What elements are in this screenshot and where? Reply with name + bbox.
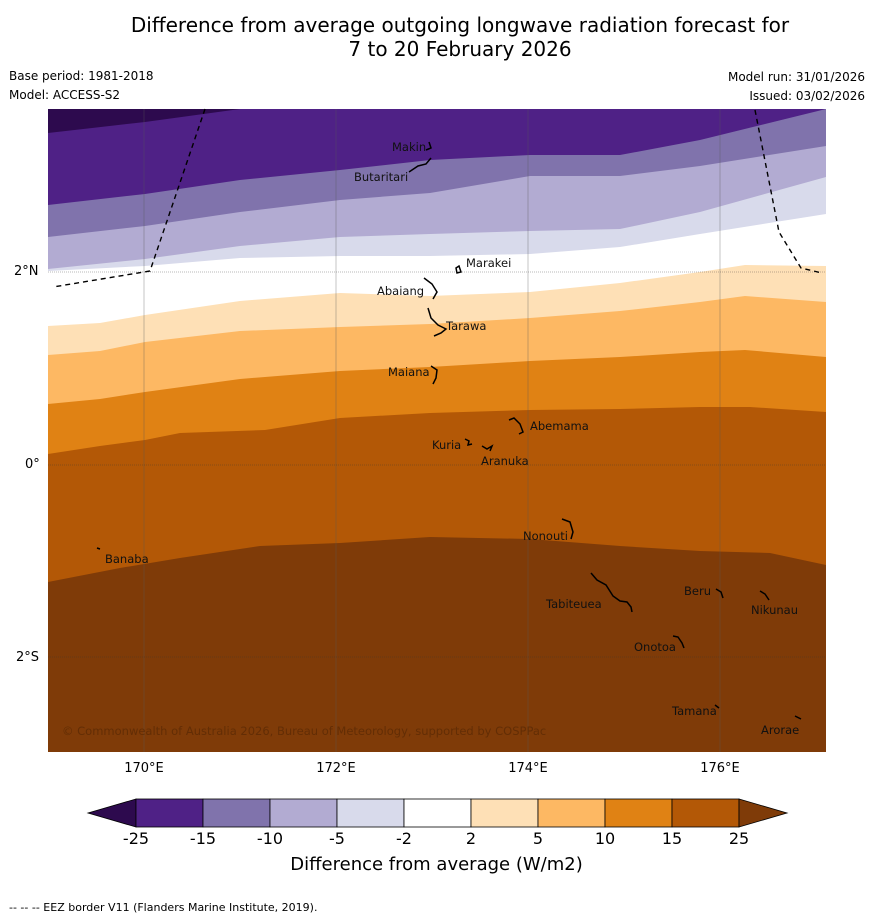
place-labels: Makin Butaritari Marakei Abaiang Tarawa … — [105, 140, 799, 737]
place-label: Tabiteuea — [545, 597, 602, 611]
place-label: Banaba — [105, 552, 149, 566]
model-label: Model: ACCESS-S2 — [9, 88, 121, 102]
model-run-label: Model run: 31/01/2026 — [727, 70, 865, 84]
copyright-text: © Commonwealth of Australia 2026, Bureau… — [62, 724, 546, 738]
lat-label-equator: 0° — [25, 457, 40, 472]
colorbar-segment — [202, 798, 271, 828]
colorbar-tick: -2 — [396, 829, 412, 848]
place-label: Abaiang — [377, 284, 424, 298]
lon-label-176e: 176°E — [700, 761, 740, 776]
latitude-lines — [48, 271, 826, 658]
colorbar-segment — [470, 798, 539, 828]
place-label: Onotoa — [634, 640, 676, 654]
colorbar-low-arrow — [86, 798, 137, 828]
place-label: Kuria — [432, 438, 461, 452]
colorbar-segment — [269, 798, 338, 828]
place-label: Nikunau — [751, 603, 798, 617]
lon-label-172e: 172°E — [316, 761, 356, 776]
place-label: Tarawa — [445, 319, 486, 333]
place-label: Marakei — [466, 256, 511, 270]
colorbar-tick: 10 — [594, 829, 616, 848]
colorbar — [86, 798, 789, 828]
lon-label-170e: 170°E — [124, 761, 164, 776]
island-outlines — [96, 141, 802, 720]
place-label: Makin — [392, 140, 426, 154]
place-label: Aranuka — [481, 454, 529, 468]
place-label: Butaritari — [354, 170, 408, 184]
colorbar-tick: -10 — [256, 829, 284, 848]
chart-title-line-2: 7 to 20 February 2026 — [348, 37, 572, 61]
colorbar-tick: -15 — [189, 829, 217, 848]
colorbar-segment — [403, 798, 472, 828]
chart-title-line-1: Difference from average outgoing longwav… — [130, 13, 790, 37]
colorbar-tick: 15 — [661, 829, 683, 848]
colorbar-caption: Difference from average (W/m2) — [290, 854, 583, 875]
colorbar-tick: -25 — [122, 829, 150, 848]
place-label: Abemama — [530, 419, 589, 433]
colorbar-tick: 5 — [532, 829, 544, 848]
colorbar-tick: -5 — [329, 829, 345, 848]
place-label: Tamana — [671, 704, 717, 718]
issued-label: Issued: 03/02/2026 — [749, 89, 865, 103]
anomaly-bands — [48, 109, 826, 752]
eez-border — [52, 108, 823, 288]
band-above-25 — [48, 537, 826, 752]
lat-label-2s: 2°S — [16, 650, 40, 665]
graticule — [143, 109, 721, 752]
eez-footnote: -- -- -- EEZ border V11 (Flanders Marine… — [9, 901, 318, 914]
colorbar-segment — [336, 798, 405, 828]
colorbar-segment — [135, 798, 204, 828]
lon-label-174e: 174°E — [508, 761, 548, 776]
colorbar-tick: 2 — [465, 829, 477, 848]
colorbar-segment — [604, 798, 673, 828]
place-label: Arorae — [761, 723, 799, 737]
colorbar-high-arrow — [738, 798, 789, 828]
place-label: Nonouti — [523, 529, 568, 543]
place-label: Maiana — [388, 365, 430, 379]
lat-label-2n: 2°N — [14, 264, 39, 279]
place-label: Beru — [684, 584, 711, 598]
colorbar-segment — [537, 798, 606, 828]
base-period-label: Base period: 1981-2018 — [9, 69, 154, 83]
colorbar-segment — [671, 798, 740, 828]
colorbar-tick: 25 — [728, 829, 750, 848]
